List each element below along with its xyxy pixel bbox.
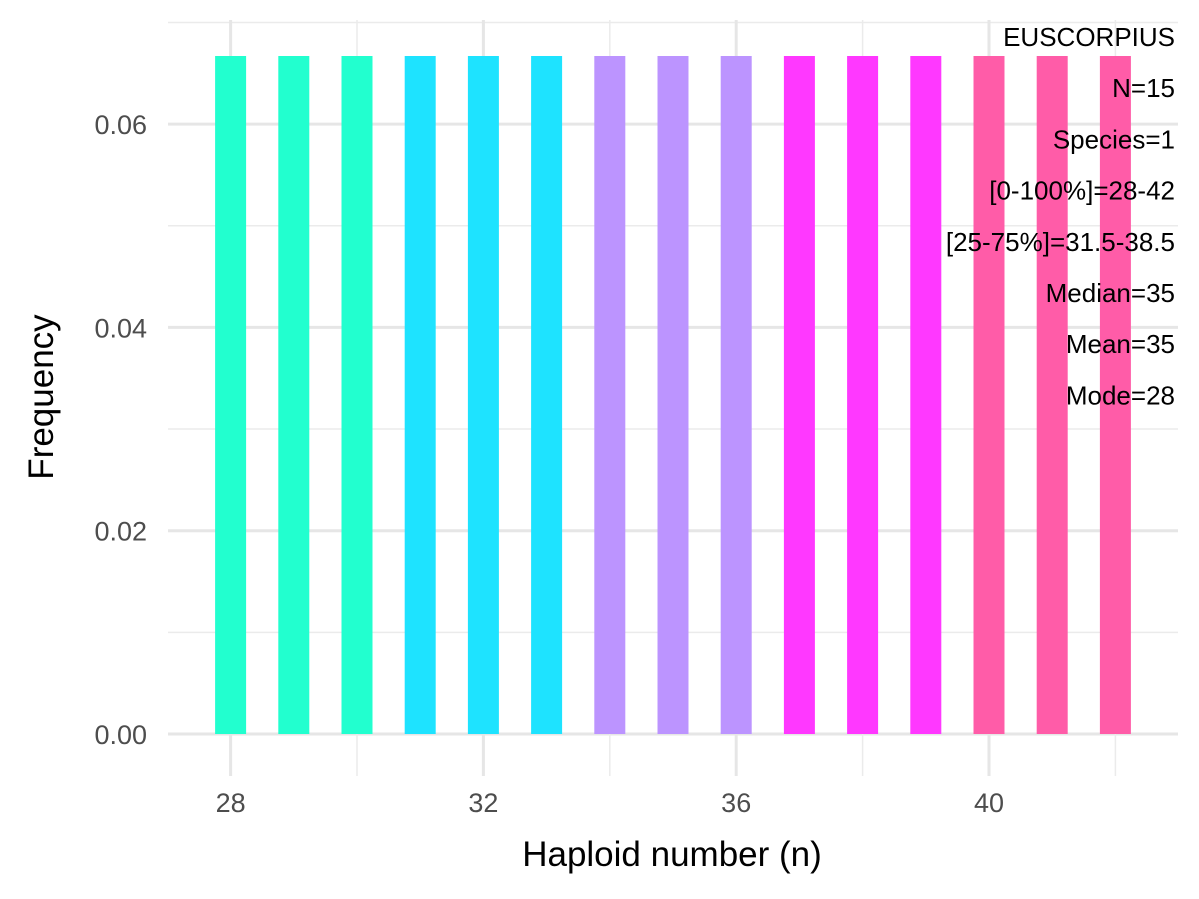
x-tick-label: 40 (974, 788, 1004, 818)
bar-33 (531, 56, 563, 734)
bar-29 (278, 56, 310, 734)
bar-34 (594, 56, 626, 734)
bar-28 (215, 56, 247, 734)
annotation-line: [25-75%]=31.5-38.5 (946, 227, 1175, 257)
y-axis-title: Frequency (22, 314, 61, 480)
y-tick-labels: 0.00 0.02 0.04 0.06 (94, 110, 147, 750)
y-tick-label: 0.00 (94, 720, 147, 750)
bar-32 (467, 56, 499, 734)
y-tick-label: 0.06 (94, 110, 147, 140)
annotation-line: [0-100%]=28-42 (989, 176, 1175, 206)
bar-42 (1099, 56, 1131, 734)
bar-41 (1036, 56, 1068, 734)
bar-38 (847, 56, 879, 734)
bar-37 (783, 56, 815, 734)
bar-31 (404, 56, 436, 734)
annotation-line: N=15 (1112, 73, 1175, 103)
bar-39 (910, 56, 942, 734)
bar-30 (341, 56, 373, 734)
annotation-line: EUSCORPIUS (1003, 22, 1175, 52)
annotation-line: Species=1 (1053, 124, 1175, 154)
x-tick-label: 32 (468, 788, 498, 818)
x-axis-title: Haploid number (n) (522, 835, 822, 874)
y-tick-label: 0.04 (94, 313, 147, 343)
x-tick-label: 28 (216, 788, 246, 818)
bars (215, 56, 1131, 734)
annotation-line: Mode=28 (1066, 380, 1175, 410)
annotation-line: Mean=35 (1066, 329, 1175, 359)
bar-36 (720, 56, 752, 734)
x-tick-label: 36 (721, 788, 751, 818)
x-tick-labels: 28 32 36 40 (216, 788, 1004, 818)
bar-35 (657, 56, 689, 734)
annotation-line: Median=35 (1046, 278, 1175, 308)
y-tick-label: 0.02 (94, 517, 147, 547)
summary-annotations: EUSCORPIUS N=15 Species=1 [0-100%]=28-42 [25… (946, 22, 1175, 410)
bar-40 (973, 56, 1005, 734)
